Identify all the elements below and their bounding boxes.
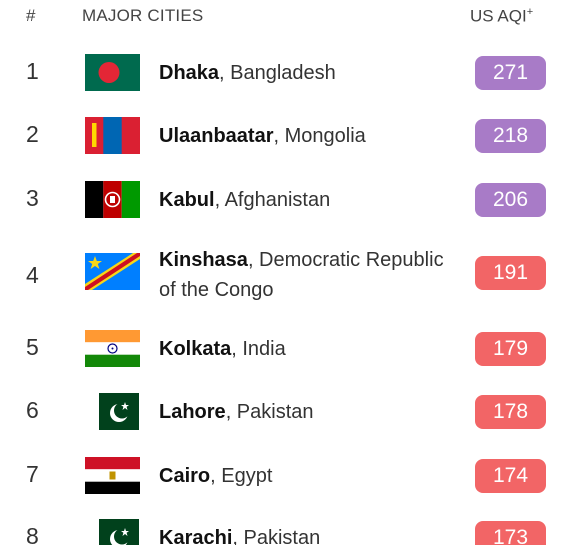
city-name[interactable]: Kinshasa, Democratic Republic of the Con… (159, 249, 444, 301)
mongolia-flag-icon (85, 117, 140, 154)
aqi-column-label: US AQI (470, 6, 527, 26)
rank-number: 8 (26, 523, 39, 545)
rank-number: 6 (26, 397, 39, 423)
rank-number: 3 (26, 185, 39, 211)
table-row[interactable]: 6 Lahore, Pakistan 178 (0, 392, 571, 430)
table-row[interactable]: 8 Karachi, Pakistan 173 (0, 518, 571, 545)
city-name[interactable]: Ulaanbaatar, Mongolia (159, 125, 366, 147)
aqi-badge: 178 (475, 395, 546, 429)
aqi-badge: 179 (475, 332, 546, 366)
aqi-badge: 271 (475, 56, 546, 90)
city-name[interactable]: Kolkata, India (159, 338, 286, 360)
cities-column-header[interactable]: MAJOR CITIES (82, 6, 204, 25)
table-header: # MAJOR CITIES US AQI+ (0, 6, 571, 28)
city-name[interactable]: Karachi, Pakistan (159, 527, 321, 545)
table-row[interactable]: 4 Kinshasa, Democratic Republic of the C… (0, 245, 571, 305)
egypt-flag-icon (85, 457, 140, 494)
afghanistan-flag-icon (85, 181, 140, 218)
aqi-plus-mark: + (526, 6, 534, 18)
rank-column-header: # (26, 6, 36, 25)
pakistan-flag-icon (99, 519, 139, 545)
aqi-badge: 174 (475, 459, 546, 493)
table-row[interactable]: 5 Kolkata, India 179 (0, 329, 571, 367)
rank-number: 4 (26, 262, 39, 288)
rank-number: 1 (26, 58, 39, 84)
city-name[interactable]: Dhaka, Bangladesh (159, 62, 336, 84)
table-row[interactable]: 2 Ulaanbaatar, Mongolia 218 (0, 117, 571, 155)
table-row[interactable]: 7 Cairo, Egypt 174 (0, 456, 571, 494)
dr-congo-flag-icon (85, 253, 140, 290)
aqi-badge: 206 (475, 183, 546, 217)
city-name[interactable]: Kabul, Afghanistan (159, 189, 331, 211)
aqi-badge: 173 (475, 521, 546, 545)
rank-number: 2 (26, 121, 39, 147)
rank-number: 7 (26, 461, 39, 487)
table-row[interactable]: 3 Kabul, Afghanistan 206 (0, 180, 571, 218)
india-flag-icon (85, 330, 140, 367)
rank-number: 5 (26, 334, 39, 360)
aqi-badge: 191 (475, 256, 546, 290)
aqi-column-header[interactable]: US AQI+ (470, 6, 533, 27)
pakistan-flag-icon (99, 393, 139, 430)
table-row[interactable]: 1 Dhaka, Bangladesh 271 (0, 54, 571, 92)
aqi-badge: 218 (475, 119, 546, 153)
bangladesh-flag-icon (85, 54, 140, 91)
city-name[interactable]: Lahore, Pakistan (159, 401, 314, 423)
city-name[interactable]: Cairo, Egypt (159, 465, 273, 487)
